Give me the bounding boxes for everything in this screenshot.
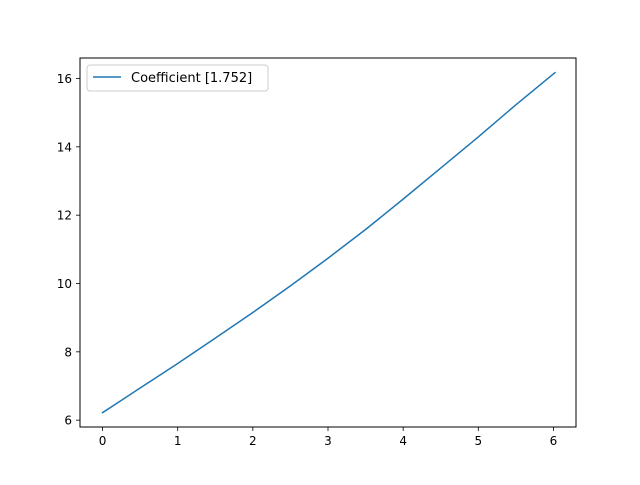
data-point [214, 337, 216, 339]
x-tick-label: 4 [399, 434, 407, 448]
y-tick-label: 12 [57, 209, 72, 223]
data-point [478, 136, 480, 138]
data-point [554, 72, 556, 74]
y-tick-label: 8 [64, 345, 72, 359]
data-point [177, 363, 179, 365]
y-tick-label: 6 [64, 414, 72, 428]
plot-layer [101, 71, 557, 414]
data-point [327, 257, 329, 259]
x-tick-label: 3 [324, 434, 332, 448]
data-point [402, 198, 404, 200]
data-point [252, 312, 254, 314]
y-tick-label: 16 [57, 72, 72, 86]
data-point [102, 412, 104, 414]
y-tick-label: 14 [57, 140, 72, 154]
data-point [139, 387, 141, 389]
legend-series-label: Coefficient [1.752] [131, 71, 252, 86]
legend-box [86, 64, 269, 92]
data-point [365, 229, 367, 231]
y-tick-label: 10 [57, 277, 72, 291]
data-point [440, 167, 442, 169]
data-point [515, 104, 517, 106]
x-tick-label: 6 [550, 434, 558, 448]
x-tick-label: 5 [474, 434, 482, 448]
x-tick-label: 1 [174, 434, 182, 448]
y-axis-ticks: 6 8 10 12 14 16 [57, 72, 80, 428]
legend: Coefficient [1.752] [86, 64, 269, 92]
x-tick-label: 0 [99, 434, 107, 448]
x-tick-label: 2 [249, 434, 257, 448]
data-point [290, 285, 292, 287]
x-axis-ticks: 0 1 2 3 4 5 6 [99, 427, 558, 448]
series-line-0 [101, 71, 557, 414]
